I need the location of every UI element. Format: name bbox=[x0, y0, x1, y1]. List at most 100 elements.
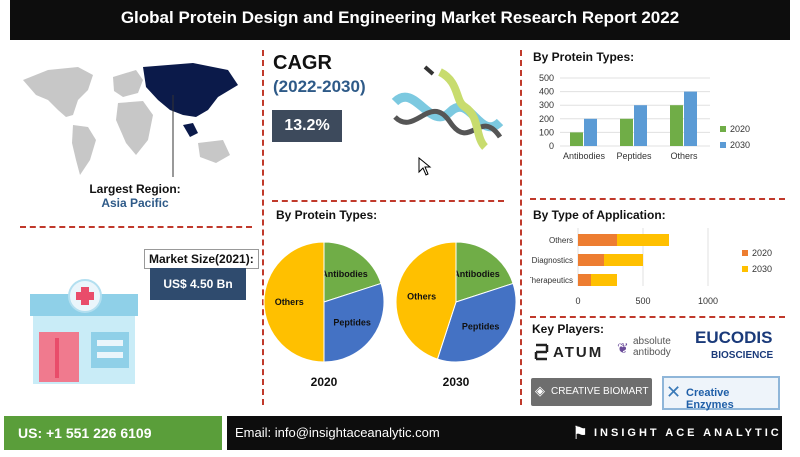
protein-types-bar-chart: 0 100 200 300 400 500 Antibodies Peptides Others… bbox=[539, 73, 750, 161]
bar-2020-therapeutics bbox=[578, 274, 591, 286]
legend-swatch-2020 bbox=[720, 126, 726, 132]
atum-name: ATUM bbox=[553, 344, 604, 361]
divider-right-h2 bbox=[530, 316, 785, 318]
y-tick-label: 400 bbox=[539, 87, 554, 97]
asia-pacific-region bbox=[143, 63, 238, 117]
south-america bbox=[72, 125, 96, 175]
cagr-title: CAGR bbox=[273, 52, 332, 74]
bar-2030-antibodies bbox=[584, 118, 597, 146]
bar-2020-diagnostics bbox=[578, 254, 604, 266]
eucodis-name: EUCODIS bbox=[695, 328, 773, 347]
title-bar: Global Protein Design and Engineering Ma… bbox=[0, 0, 800, 40]
y-tick-label: 100 bbox=[539, 127, 554, 137]
pie-charts: Antibodies Peptides Others 2020 Antibodies Pe… bbox=[263, 241, 517, 389]
legend-label: 2030 bbox=[752, 264, 772, 274]
y-tick-label: 200 bbox=[539, 114, 554, 124]
x-tick-label: 0 bbox=[575, 296, 580, 306]
bar-chart-title: By Protein Types: bbox=[533, 50, 635, 64]
pie-slice-peptides bbox=[436, 282, 517, 363]
x-tick-label: Others bbox=[670, 151, 698, 161]
bar-2030-therapeutics bbox=[591, 274, 617, 286]
largest-region-value: Asia Pacific bbox=[101, 196, 169, 210]
pie-year-label: 2030 bbox=[443, 375, 470, 389]
pie-slice-label: Antibodies bbox=[321, 269, 368, 279]
pie-slice-antibodies bbox=[323, 241, 382, 303]
pie-slice-label: Others bbox=[275, 297, 304, 307]
x-tick-label: 500 bbox=[635, 296, 650, 306]
title-strip bbox=[10, 0, 790, 40]
window-bar-1 bbox=[97, 340, 123, 346]
divider-left-h bbox=[20, 226, 252, 228]
cagr-value: 13.2% bbox=[272, 110, 342, 142]
y-tick-label: 300 bbox=[539, 100, 554, 110]
absolute-antibody-icon: ❦ bbox=[617, 340, 629, 356]
africa bbox=[116, 101, 153, 155]
market-size-value: US$ 4.50 Bn bbox=[150, 268, 246, 300]
pie-slice-peptides bbox=[323, 282, 385, 363]
legend-label: 2020 bbox=[752, 248, 772, 258]
page-title: Global Protein Design and Engineering Ma… bbox=[120, 8, 680, 27]
player-creative-enzymes: ✕ Creative Enzymes bbox=[662, 376, 780, 411]
legend-swatch-2030 bbox=[720, 142, 726, 148]
bar-2020-antibodies bbox=[570, 132, 583, 146]
pie-slice-others bbox=[395, 241, 457, 360]
bar-2030-diagnostics bbox=[604, 254, 643, 266]
creative-biomart-name: CREATIVE BIOMART bbox=[551, 386, 649, 397]
absolute-antibody-name: absolute antibody bbox=[633, 336, 671, 358]
divider-right-h1 bbox=[530, 198, 785, 200]
player-absolute-antibody: ❦ absolute antibody bbox=[617, 336, 697, 366]
world-map bbox=[23, 63, 238, 177]
europe bbox=[113, 70, 143, 97]
divider-right bbox=[520, 50, 522, 405]
x-tick-label: Peptides bbox=[616, 151, 652, 161]
x-tick-label: 1000 bbox=[698, 296, 718, 306]
cross-horizontal bbox=[76, 292, 94, 300]
brand-logo-icon: ⚑ bbox=[572, 423, 589, 443]
creative-biomart-icon: ◈ bbox=[535, 383, 545, 398]
y-tick-label: Others bbox=[549, 236, 573, 245]
market-size-label: Market Size(2021): bbox=[144, 249, 259, 269]
y-tick-label: Diagnostics bbox=[532, 256, 573, 265]
bar-2020-peptides bbox=[620, 118, 633, 146]
atum-logo-icon bbox=[534, 343, 549, 361]
largest-region-label: Largest Region: bbox=[89, 182, 181, 196]
footer-email[interactable]: Email: info@insightaceanalytic.com bbox=[235, 425, 440, 440]
footer-bar: Email: info@insightaceanalytic.com ⚑ INS… bbox=[227, 416, 782, 450]
helix-strand-dark bbox=[393, 108, 503, 139]
bar-2020-others bbox=[578, 234, 617, 246]
cagr-years: (2022-2030) bbox=[273, 77, 366, 96]
window-bar-2 bbox=[97, 352, 123, 358]
key-players-title: Key Players: bbox=[532, 322, 605, 336]
creative-enzymes-name: Creative Enzymes bbox=[686, 387, 734, 411]
legend-swatch-2030 bbox=[742, 266, 748, 272]
legend-label: 2020 bbox=[730, 124, 750, 134]
protein-helix-illustration bbox=[391, 65, 504, 150]
bar-2030-others bbox=[684, 91, 697, 146]
hospital-window bbox=[91, 332, 129, 368]
footer-brand: INSIGHT ACE ANALYTIC bbox=[594, 427, 782, 439]
bar-2030-others bbox=[617, 234, 669, 246]
pie-slice-label: Antibodies bbox=[453, 269, 500, 279]
legend-label: 2030 bbox=[730, 140, 750, 150]
pie-section-title: By Protein Types: bbox=[276, 208, 378, 222]
australia bbox=[198, 140, 230, 163]
creative-enzymes-icon: ✕ bbox=[666, 382, 682, 402]
hospital-illustration bbox=[30, 279, 138, 384]
north-america bbox=[23, 67, 93, 117]
player-eucodis: EUCODIS BIOSCIENCE bbox=[695, 326, 795, 366]
player-creative-biomart: ◈ CREATIVE BIOMART bbox=[531, 378, 652, 406]
y-tick-label: 500 bbox=[539, 73, 554, 83]
y-tick-label: 0 bbox=[549, 141, 554, 151]
application-bar-chart: 0 500 1000 Others Diagnostics Therapeutics 202… bbox=[530, 228, 772, 306]
eucodis-sub: BIOSCIENCE bbox=[711, 350, 774, 361]
asia-islands bbox=[183, 123, 198, 137]
legend-swatch-2020 bbox=[742, 250, 748, 256]
footer-phone[interactable]: US: +1 551 226 6109 bbox=[4, 416, 222, 450]
app-chart-title: By Type of Application: bbox=[533, 208, 666, 222]
bar-2020-others bbox=[670, 105, 683, 146]
pie-year-label: 2020 bbox=[311, 375, 338, 389]
divider-left bbox=[262, 50, 264, 405]
helix-strand-green bbox=[437, 68, 489, 150]
y-tick-label: Therapeutics bbox=[530, 276, 573, 285]
player-atum: ATUM bbox=[533, 339, 608, 367]
